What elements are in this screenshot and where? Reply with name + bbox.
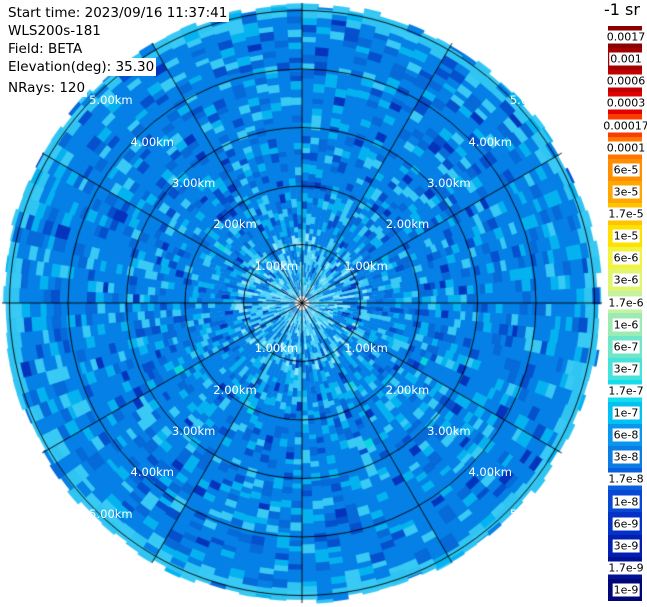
device-name-text: WLS200s-181 — [6, 22, 103, 40]
colorbar-band — [608, 446, 642, 469]
colorbar-band — [608, 180, 642, 203]
start-time-text: Start time: 2023/09/16 11:37:41 — [6, 4, 230, 22]
elevation-text: Elevation(deg): 35.30 — [6, 58, 157, 76]
colorbar-band — [608, 202, 642, 225]
colorbar-band — [608, 534, 642, 557]
colorbar-band — [608, 26, 642, 49]
colorbar-band — [608, 269, 642, 292]
colorbar-band — [608, 70, 642, 93]
colorbar-band — [608, 136, 642, 159]
colorbar-band — [608, 423, 642, 447]
colorbar — [608, 26, 642, 601]
colorbar-band — [608, 401, 642, 424]
colorbar-band — [608, 490, 642, 513]
colorbar-band — [608, 291, 642, 314]
colorbar-band — [608, 556, 642, 579]
colorbar-band — [608, 158, 642, 181]
colorbar-band — [608, 48, 642, 71]
colorbar-band — [608, 247, 642, 270]
colorbar-units-title: -1 sr — [604, 0, 640, 19]
colorbar-band — [608, 224, 642, 248]
colorbar-band — [608, 335, 642, 358]
colorbar-band — [608, 379, 642, 402]
colorbar-band — [608, 92, 642, 115]
field-text: Field: BETA — [6, 40, 85, 58]
colorbar-band — [608, 512, 642, 535]
colorbar-band — [608, 578, 642, 601]
colorbar-band — [608, 357, 642, 380]
scan-info-block: Start time: 2023/09/16 11:37:41 WLS200s-… — [6, 4, 230, 97]
colorbar-band — [608, 313, 642, 336]
colorbar-band — [608, 114, 642, 137]
colorbar-band — [608, 468, 642, 491]
nrays-text: NRays: 120 — [6, 79, 88, 97]
